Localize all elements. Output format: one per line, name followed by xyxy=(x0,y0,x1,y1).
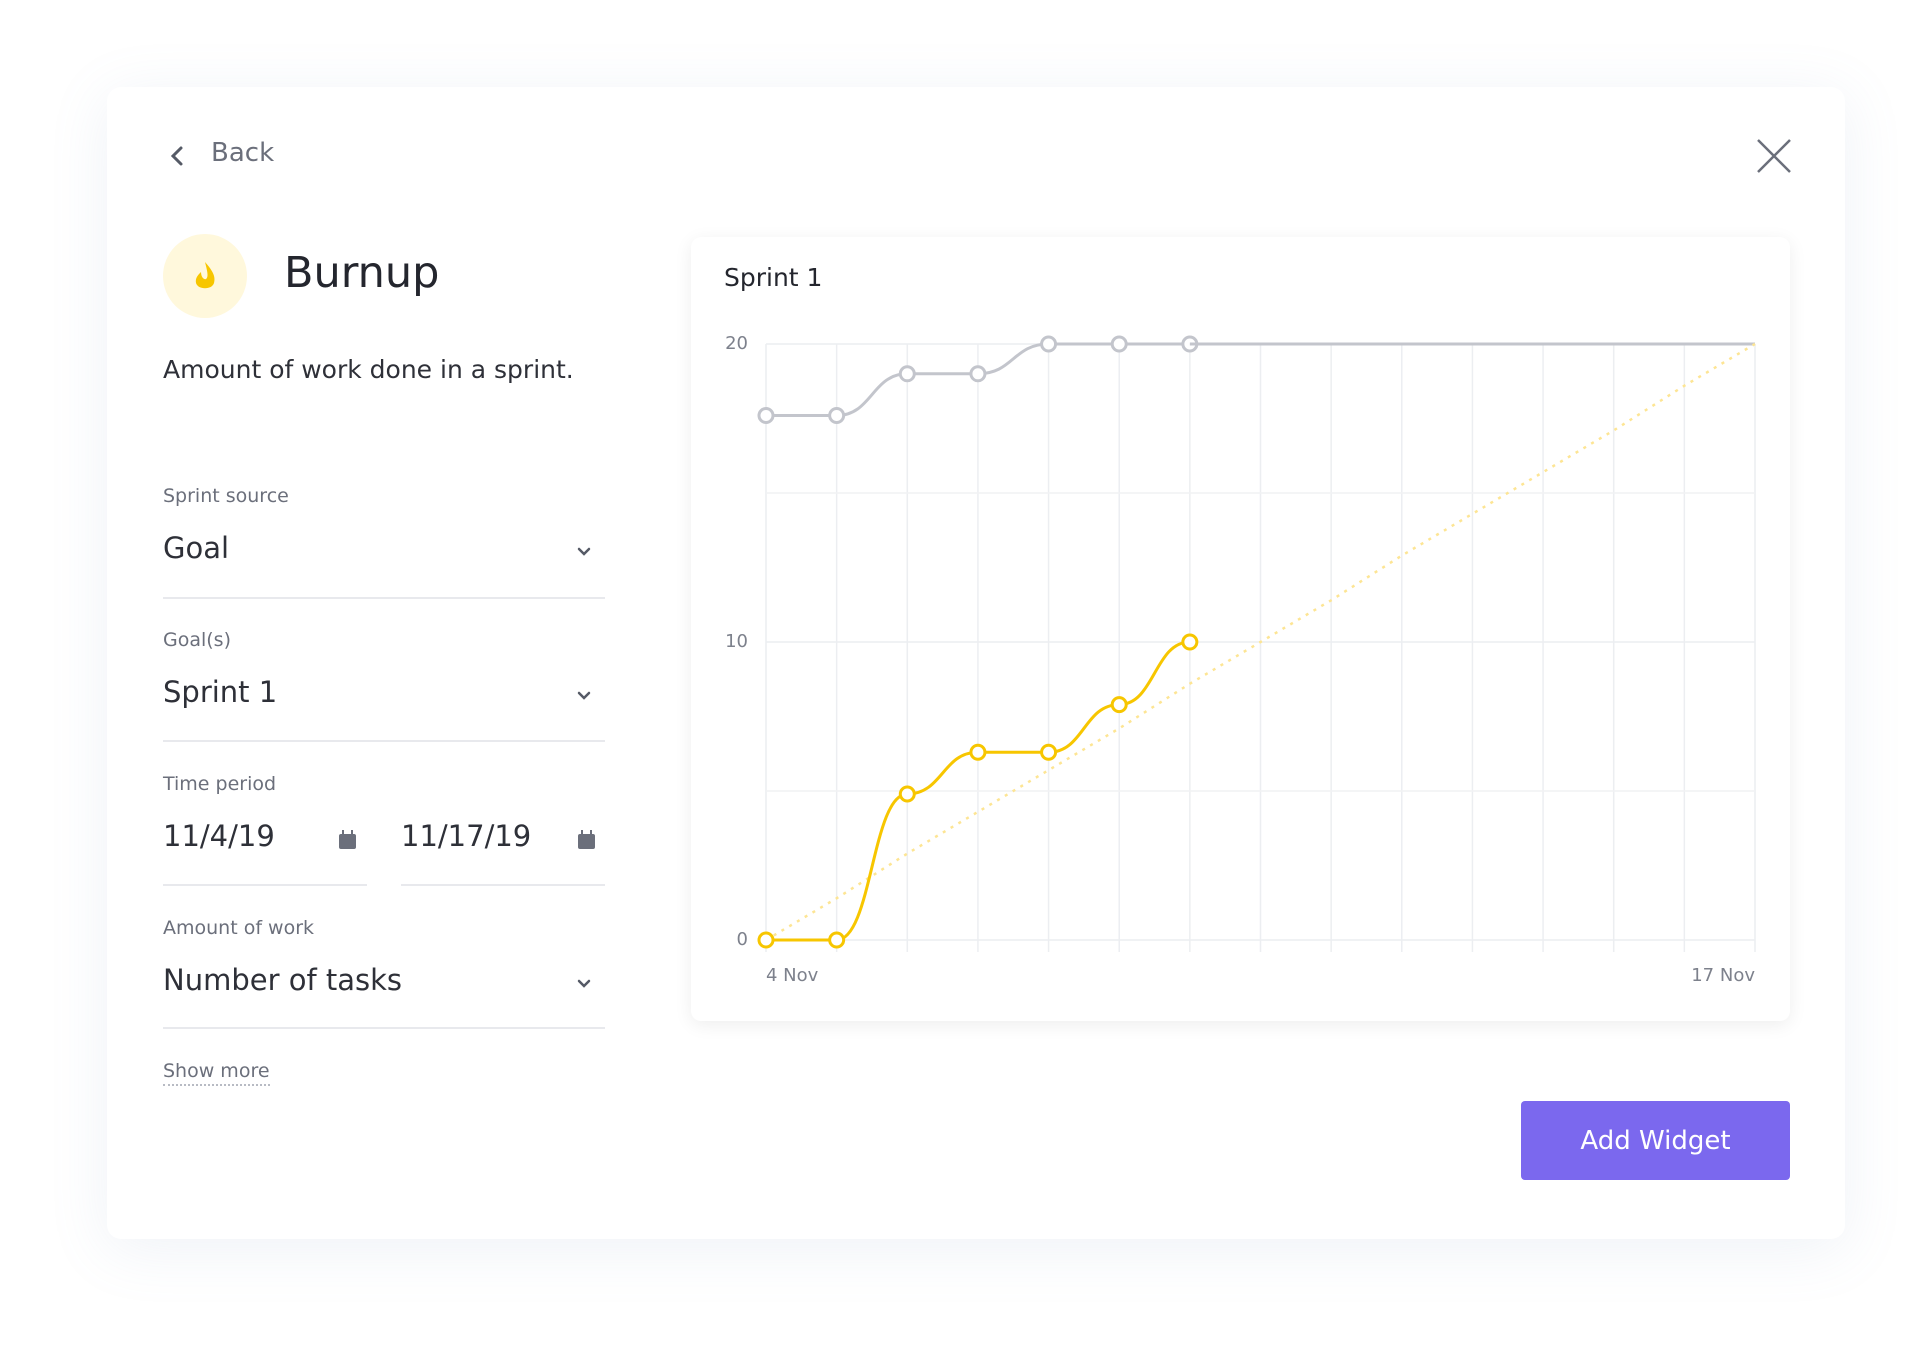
y-tick-label: 0 xyxy=(737,929,748,950)
date-end[interactable]: 11/17/19 xyxy=(401,819,532,853)
back-button[interactable]: Back xyxy=(211,138,275,168)
point xyxy=(828,931,846,949)
field-rule xyxy=(163,1027,605,1029)
widget-title: Burnup xyxy=(284,248,440,298)
point xyxy=(969,743,987,761)
field-label: Goal(s) xyxy=(163,629,231,651)
point xyxy=(1040,743,1058,761)
field-label: Amount of work xyxy=(163,917,315,939)
x-tick-label: 17 Nov xyxy=(1691,965,1755,986)
widget-description: Amount of work done in a sprint. xyxy=(163,355,574,384)
date-start[interactable]: 11/4/19 xyxy=(163,819,275,853)
point xyxy=(828,407,846,425)
flame-icon xyxy=(195,262,215,289)
field-rule xyxy=(401,884,605,886)
y-tick-label: 20 xyxy=(725,333,748,354)
point xyxy=(1181,633,1199,651)
widget-icon-bg xyxy=(163,234,247,318)
y-tick-label: 10 xyxy=(725,631,748,652)
point xyxy=(969,365,987,383)
point xyxy=(898,365,916,383)
field-label: Sprint source xyxy=(163,485,289,507)
x-tick-label: 4 Nov xyxy=(766,965,819,986)
series-line xyxy=(765,342,1756,942)
calendar-icons[interactable] xyxy=(339,830,595,849)
field-rule xyxy=(163,884,367,886)
add-widget-button[interactable]: Add Widget xyxy=(1521,1101,1790,1180)
field-value[interactable]: Goal xyxy=(163,531,230,565)
chevrons xyxy=(577,547,591,988)
point xyxy=(1040,335,1058,353)
point xyxy=(757,407,775,425)
point xyxy=(1110,696,1128,714)
point xyxy=(898,785,916,803)
field-value[interactable]: Number of tasks xyxy=(163,963,403,997)
back-chevron[interactable] xyxy=(170,146,183,166)
chart-title: Sprint 1 xyxy=(724,263,822,292)
field-rule xyxy=(163,597,605,599)
field-label: Time period xyxy=(163,773,277,795)
chart-card xyxy=(691,237,1790,1021)
point xyxy=(757,931,775,949)
point xyxy=(1110,335,1128,353)
show-more[interactable]: Show more xyxy=(163,1060,270,1086)
field-rule xyxy=(163,740,605,742)
field-value[interactable]: Sprint 1 xyxy=(163,675,278,709)
close-icon[interactable] xyxy=(1757,139,1791,173)
